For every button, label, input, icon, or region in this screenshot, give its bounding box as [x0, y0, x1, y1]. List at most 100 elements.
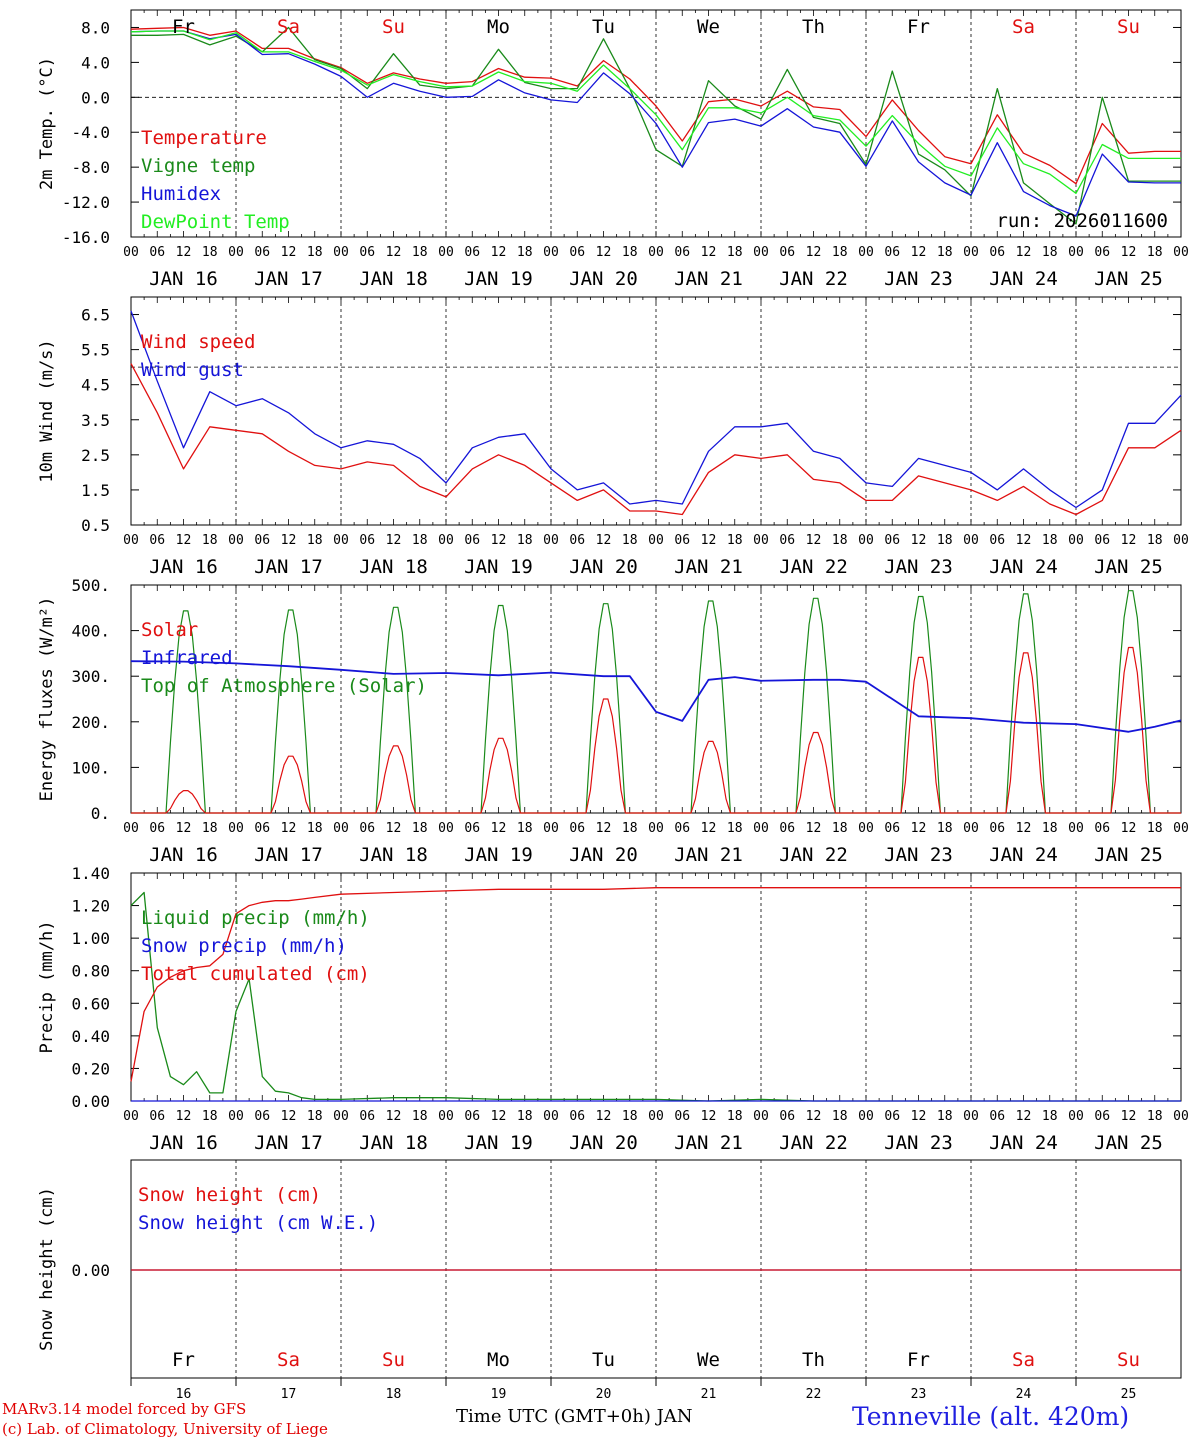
hour-tick-label: 06	[779, 533, 795, 548]
hour-tick-label: 12	[596, 821, 612, 836]
y-tick-label: 4.5	[81, 376, 110, 395]
date-label: JAN 17	[254, 556, 323, 578]
hour-tick-label: 12	[806, 821, 822, 836]
hour-tick-label: 12	[1121, 1109, 1137, 1124]
hour-tick-label: 06	[359, 821, 375, 836]
hour-tick-label: 06	[1094, 821, 1110, 836]
hour-tick-label: 00	[1068, 1109, 1084, 1124]
day-number: 23	[911, 1387, 927, 1402]
hour-tick-label: 00	[1173, 1109, 1189, 1124]
y-axis-label: Snow height (cm)	[37, 1187, 57, 1351]
hour-tick-label: 06	[779, 245, 795, 260]
y-tick-label: 8.0	[81, 18, 110, 37]
hour-tick-label: 00	[1068, 245, 1084, 260]
day-number: 20	[596, 1387, 612, 1402]
date-label: JAN 21	[674, 844, 743, 866]
hour-tick-label: 18	[517, 821, 533, 836]
day-number: 19	[491, 1387, 507, 1402]
hour-tick-label: 12	[911, 1109, 927, 1124]
hour-tick-label: 12	[386, 533, 402, 548]
date-label: JAN 16	[149, 1132, 218, 1154]
hour-tick-label: 12	[701, 245, 717, 260]
station-name: Tenneville (alt. 420m)	[852, 1402, 1130, 1431]
date-label: JAN 24	[989, 1132, 1058, 1154]
hour-tick-label: 06	[884, 821, 900, 836]
date-label: JAN 25	[1094, 556, 1163, 578]
hour-tick-label: 18	[412, 245, 428, 260]
hour-tick-label: 18	[1042, 1109, 1058, 1124]
day-number: 22	[806, 1387, 822, 1402]
hour-tick-label: 06	[674, 533, 690, 548]
hour-tick-label: 00	[753, 821, 769, 836]
hour-tick-label: 18	[937, 821, 953, 836]
hour-tick-label: 00	[228, 245, 244, 260]
hour-tick-label: 12	[386, 821, 402, 836]
hour-tick-label: 18	[832, 1109, 848, 1124]
date-label: JAN 19	[464, 1132, 533, 1154]
hour-tick-label: 00	[438, 1109, 454, 1124]
weekday-label: Su	[382, 16, 405, 38]
hour-tick-label: 06	[149, 533, 165, 548]
y-tick-label: 0.0	[81, 88, 110, 107]
date-label: JAN 22	[779, 1132, 848, 1154]
series-wind-speed	[130, 363, 1182, 516]
hour-tick-label: 18	[1042, 821, 1058, 836]
hour-tick-label: 12	[1016, 245, 1032, 260]
series-solar	[131, 646, 1181, 814]
weekday-label: Sa	[1012, 16, 1035, 38]
hour-tick-label: 12	[281, 821, 297, 836]
hour-tick-label: 12	[1121, 533, 1137, 548]
date-label: JAN 18	[359, 556, 428, 578]
hour-tick-label: 06	[569, 1109, 585, 1124]
hour-tick-label: 00	[543, 245, 559, 260]
hour-tick-label: 06	[359, 245, 375, 260]
hour-tick-label: 12	[911, 821, 927, 836]
hour-tick-label: 18	[937, 1109, 953, 1124]
day-number: 16	[176, 1387, 192, 1402]
y-tick-label: 4.0	[81, 53, 110, 72]
y-tick-label: 0.80	[71, 962, 110, 981]
hour-tick-label: 18	[1147, 1109, 1163, 1124]
legend-vigne-temp: Vigne temp	[141, 155, 255, 177]
hour-tick-label: 12	[176, 245, 192, 260]
hour-tick-label: 12	[491, 1109, 507, 1124]
hour-tick-label: 06	[1094, 245, 1110, 260]
lab-credit: (c) Lab. of Climatology, University of L…	[2, 1420, 328, 1438]
series-total-cumulated-cm	[130, 887, 1181, 1082]
date-label: JAN 17	[254, 844, 323, 866]
hour-tick-label: 00	[963, 245, 979, 260]
hour-tick-label: 06	[464, 245, 480, 260]
hour-tick-label: 06	[674, 245, 690, 260]
hour-tick-label: 12	[806, 533, 822, 548]
hour-tick-label: 00	[753, 245, 769, 260]
hour-tick-label: 06	[779, 821, 795, 836]
hour-tick-label: 18	[517, 533, 533, 548]
hour-tick-label: 00	[1173, 533, 1189, 548]
weekday-label: Mo	[487, 1349, 510, 1371]
date-label: JAN 24	[989, 268, 1058, 290]
hour-tick-label: 18	[727, 245, 743, 260]
hour-tick-label: 12	[596, 245, 612, 260]
date-label: JAN 25	[1094, 844, 1163, 866]
legend-liquid-precip-mm-h: Liquid precip (mm/h)	[141, 907, 370, 929]
hour-tick-label: 06	[569, 245, 585, 260]
hour-tick-label: 00	[333, 821, 349, 836]
date-label: JAN 21	[674, 1132, 743, 1154]
hour-tick-label: 18	[202, 533, 218, 548]
hour-tick-label: 00	[543, 821, 559, 836]
hour-tick-label: 06	[989, 533, 1005, 548]
hour-tick-label: 18	[1147, 533, 1163, 548]
hour-tick-label: 06	[359, 533, 375, 548]
y-tick-label: 1.40	[71, 864, 110, 883]
hour-tick-label: 18	[517, 1109, 533, 1124]
date-label: JAN 21	[674, 556, 743, 578]
y-tick-label: 6.5	[81, 306, 110, 325]
hour-tick-label: 18	[937, 245, 953, 260]
y-tick-label: 0.5	[81, 516, 110, 535]
weekday-label: Su	[1117, 1349, 1140, 1371]
hour-tick-label: 18	[622, 821, 638, 836]
hour-tick-label: 12	[911, 533, 927, 548]
legend-top-of-atmosphere-solar: Top of Atmosphere (Solar)	[141, 675, 427, 697]
hour-tick-label: 06	[674, 821, 690, 836]
day-number: 18	[386, 1387, 402, 1402]
